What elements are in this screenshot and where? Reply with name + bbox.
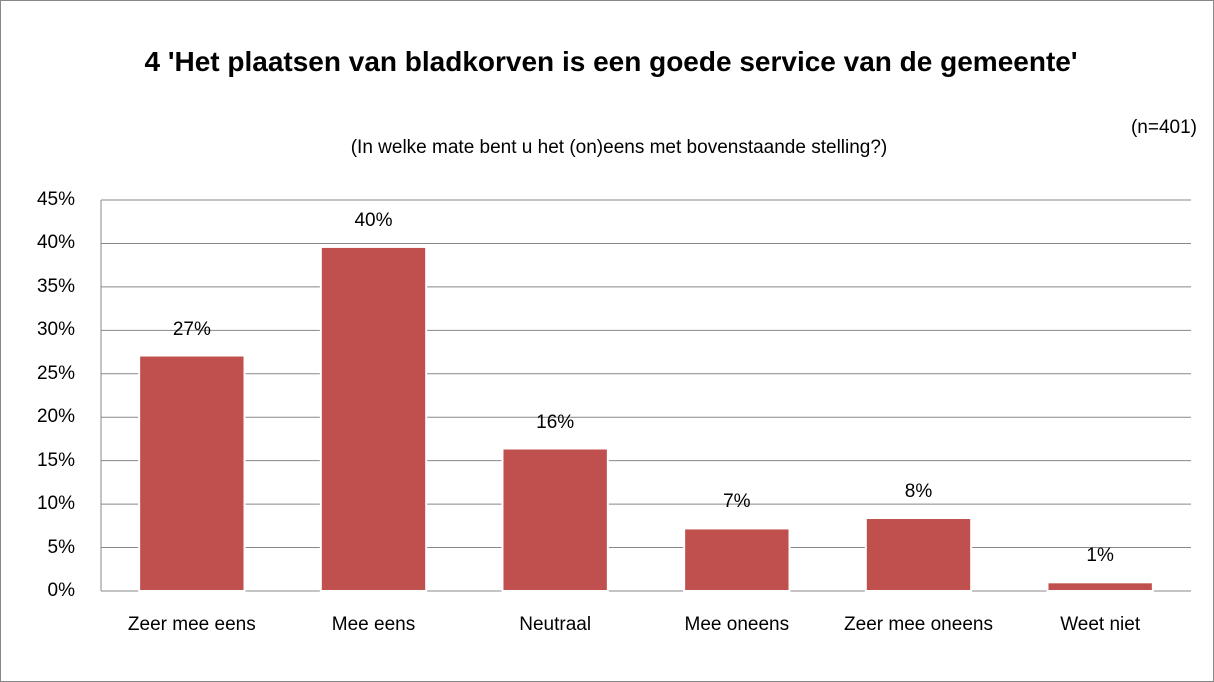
data-label: 16% [536, 411, 575, 433]
y-tick-label: 0% [47, 580, 75, 601]
bar [864, 517, 973, 592]
y-tick-label: 10% [36, 493, 75, 515]
y-tick-label: 20% [36, 406, 75, 428]
bar [683, 527, 791, 593]
bar [319, 245, 428, 592]
y-tick-label: 5% [47, 536, 75, 558]
y-tick-label: 45% [36, 189, 75, 210]
x-tick-label: Weet niet [1060, 614, 1141, 635]
y-tick-label: 40% [36, 232, 75, 254]
data-label: 27% [172, 318, 211, 340]
y-tick-label: 25% [36, 362, 75, 384]
bar [1046, 581, 1154, 592]
y-tick-label: 30% [36, 319, 75, 341]
x-tick-label: Zeer mee eens [127, 614, 256, 635]
x-tick-label: Zeer mee oneens [844, 614, 993, 635]
x-tick-label: Mee eens [331, 614, 416, 635]
data-label: 1% [1086, 545, 1114, 567]
bar [138, 354, 246, 592]
chart-title: 4 'Het plaatsen van bladkorven is een go… [144, 46, 1078, 77]
data-label: 8% [904, 481, 933, 502]
bar [501, 447, 609, 592]
x-tick-label: Mee oneens [684, 614, 790, 635]
x-tick-label: Neutraal [519, 614, 592, 635]
sample-size-note: (n=401) [1130, 117, 1197, 138]
y-tick-label: 35% [36, 275, 75, 297]
data-label: 7% [723, 491, 751, 513]
chart-subtitle: (In welke mate bent u het (on)eens met b… [350, 137, 888, 158]
y-tick-label: 15% [36, 449, 75, 471]
data-label: 40% [354, 209, 393, 231]
